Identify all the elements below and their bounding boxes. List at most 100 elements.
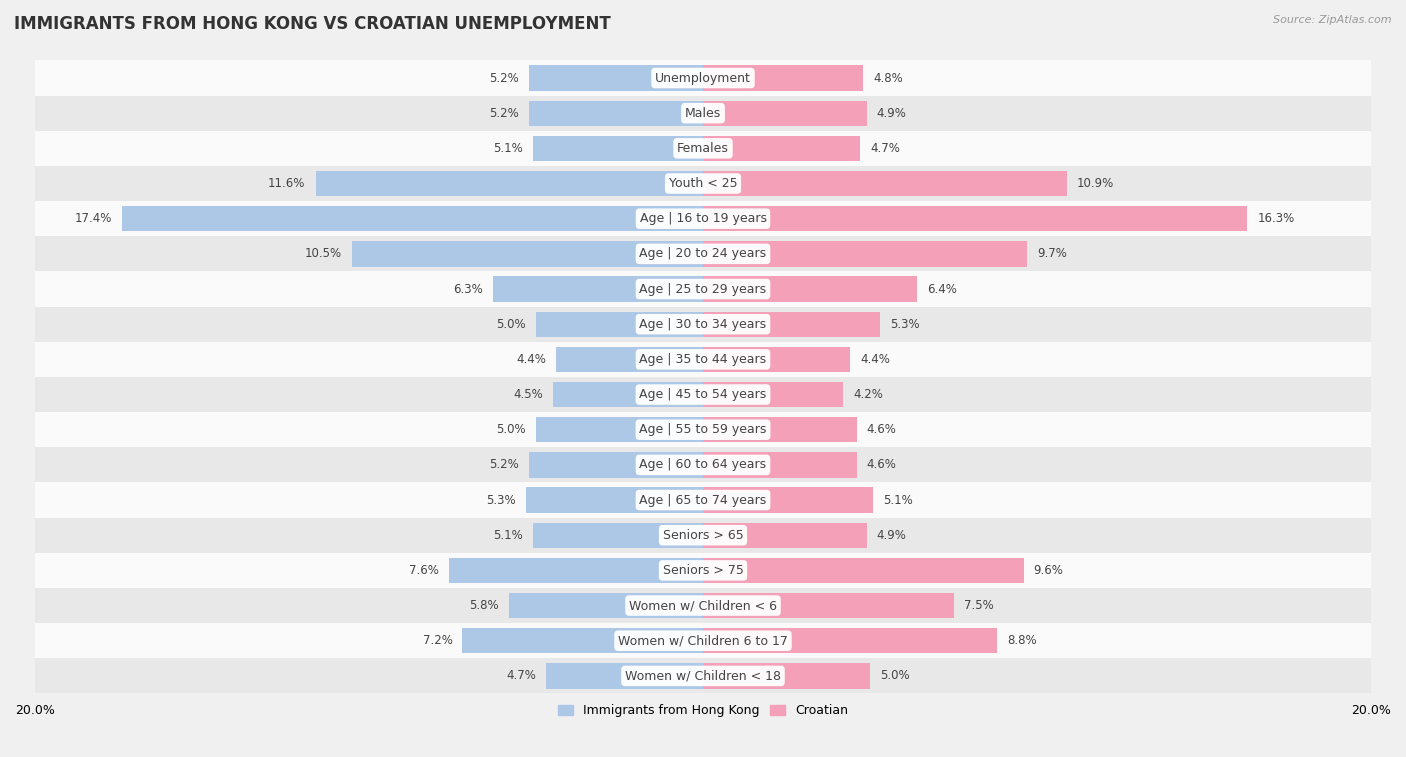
Text: 6.3%: 6.3% bbox=[453, 282, 482, 295]
Text: 6.4%: 6.4% bbox=[927, 282, 956, 295]
Bar bbox=[703, 663, 870, 689]
Text: Age | 16 to 19 years: Age | 16 to 19 years bbox=[640, 212, 766, 225]
Bar bbox=[533, 522, 703, 548]
Text: Seniors > 65: Seniors > 65 bbox=[662, 528, 744, 542]
Text: 5.2%: 5.2% bbox=[489, 459, 519, 472]
Text: 17.4%: 17.4% bbox=[75, 212, 111, 225]
Bar bbox=[35, 131, 1371, 166]
Text: Age | 30 to 34 years: Age | 30 to 34 years bbox=[640, 318, 766, 331]
Text: Women w/ Children 6 to 17: Women w/ Children 6 to 17 bbox=[619, 634, 787, 647]
Bar bbox=[546, 663, 703, 689]
Text: 5.0%: 5.0% bbox=[880, 669, 910, 682]
Text: 9.6%: 9.6% bbox=[1033, 564, 1063, 577]
Bar bbox=[35, 95, 1371, 131]
Text: 16.3%: 16.3% bbox=[1257, 212, 1295, 225]
Text: 4.9%: 4.9% bbox=[877, 528, 907, 542]
Text: Age | 25 to 29 years: Age | 25 to 29 years bbox=[640, 282, 766, 295]
Bar bbox=[526, 488, 703, 512]
Bar bbox=[492, 276, 703, 302]
Bar bbox=[35, 447, 1371, 482]
Bar bbox=[35, 412, 1371, 447]
Text: Youth < 25: Youth < 25 bbox=[669, 177, 737, 190]
Bar bbox=[703, 347, 851, 372]
Bar bbox=[35, 553, 1371, 588]
Text: 7.6%: 7.6% bbox=[409, 564, 439, 577]
Text: 7.5%: 7.5% bbox=[963, 599, 993, 612]
Text: Women w/ Children < 6: Women w/ Children < 6 bbox=[628, 599, 778, 612]
Text: 4.4%: 4.4% bbox=[516, 353, 546, 366]
Bar bbox=[555, 347, 703, 372]
Text: Age | 65 to 74 years: Age | 65 to 74 years bbox=[640, 494, 766, 506]
Bar bbox=[703, 558, 1024, 583]
Bar bbox=[703, 452, 856, 478]
Bar bbox=[703, 171, 1067, 196]
Bar bbox=[536, 417, 703, 442]
Bar bbox=[703, 522, 866, 548]
Bar bbox=[703, 241, 1026, 266]
Bar bbox=[35, 623, 1371, 659]
Text: Females: Females bbox=[678, 142, 728, 155]
Bar bbox=[703, 417, 856, 442]
Text: Unemployment: Unemployment bbox=[655, 71, 751, 85]
Bar bbox=[703, 593, 953, 618]
Text: 5.1%: 5.1% bbox=[494, 528, 523, 542]
Text: 5.1%: 5.1% bbox=[494, 142, 523, 155]
Bar bbox=[463, 628, 703, 653]
Text: 4.5%: 4.5% bbox=[513, 388, 543, 401]
Bar bbox=[509, 593, 703, 618]
Bar bbox=[703, 312, 880, 337]
Bar bbox=[703, 488, 873, 512]
Bar bbox=[35, 659, 1371, 693]
Text: Males: Males bbox=[685, 107, 721, 120]
Text: 4.6%: 4.6% bbox=[866, 423, 897, 436]
Text: Age | 55 to 59 years: Age | 55 to 59 years bbox=[640, 423, 766, 436]
Bar bbox=[35, 307, 1371, 341]
Text: 4.4%: 4.4% bbox=[860, 353, 890, 366]
Bar bbox=[529, 452, 703, 478]
Text: Age | 45 to 54 years: Age | 45 to 54 years bbox=[640, 388, 766, 401]
Bar bbox=[449, 558, 703, 583]
Legend: Immigrants from Hong Kong, Croatian: Immigrants from Hong Kong, Croatian bbox=[553, 699, 853, 722]
Text: 4.7%: 4.7% bbox=[870, 142, 900, 155]
Text: 4.9%: 4.9% bbox=[877, 107, 907, 120]
Bar bbox=[35, 377, 1371, 412]
Text: 10.5%: 10.5% bbox=[305, 248, 342, 260]
Text: 5.3%: 5.3% bbox=[890, 318, 920, 331]
Bar bbox=[533, 136, 703, 161]
Bar bbox=[35, 201, 1371, 236]
Bar bbox=[35, 166, 1371, 201]
Bar bbox=[35, 518, 1371, 553]
Text: 5.1%: 5.1% bbox=[883, 494, 912, 506]
Text: 4.8%: 4.8% bbox=[873, 71, 903, 85]
Text: 5.2%: 5.2% bbox=[489, 107, 519, 120]
Text: 9.7%: 9.7% bbox=[1038, 248, 1067, 260]
Text: Seniors > 75: Seniors > 75 bbox=[662, 564, 744, 577]
Bar bbox=[703, 276, 917, 302]
Bar bbox=[553, 382, 703, 407]
Text: 4.7%: 4.7% bbox=[506, 669, 536, 682]
Bar bbox=[35, 341, 1371, 377]
Bar bbox=[703, 628, 997, 653]
Text: 5.0%: 5.0% bbox=[496, 318, 526, 331]
Bar bbox=[315, 171, 703, 196]
Bar bbox=[529, 101, 703, 126]
Bar bbox=[35, 61, 1371, 95]
Text: 7.2%: 7.2% bbox=[423, 634, 453, 647]
Bar bbox=[529, 65, 703, 91]
Text: 11.6%: 11.6% bbox=[269, 177, 305, 190]
Bar bbox=[35, 482, 1371, 518]
Text: 8.8%: 8.8% bbox=[1007, 634, 1036, 647]
Bar bbox=[35, 272, 1371, 307]
Text: 5.3%: 5.3% bbox=[486, 494, 516, 506]
Bar bbox=[703, 101, 866, 126]
Bar bbox=[703, 136, 860, 161]
Bar bbox=[35, 236, 1371, 272]
Text: Source: ZipAtlas.com: Source: ZipAtlas.com bbox=[1274, 15, 1392, 25]
Text: 4.2%: 4.2% bbox=[853, 388, 883, 401]
Bar bbox=[703, 65, 863, 91]
Bar bbox=[703, 206, 1247, 232]
Bar bbox=[35, 588, 1371, 623]
Text: Age | 20 to 24 years: Age | 20 to 24 years bbox=[640, 248, 766, 260]
Text: 5.0%: 5.0% bbox=[496, 423, 526, 436]
Text: 5.8%: 5.8% bbox=[470, 599, 499, 612]
